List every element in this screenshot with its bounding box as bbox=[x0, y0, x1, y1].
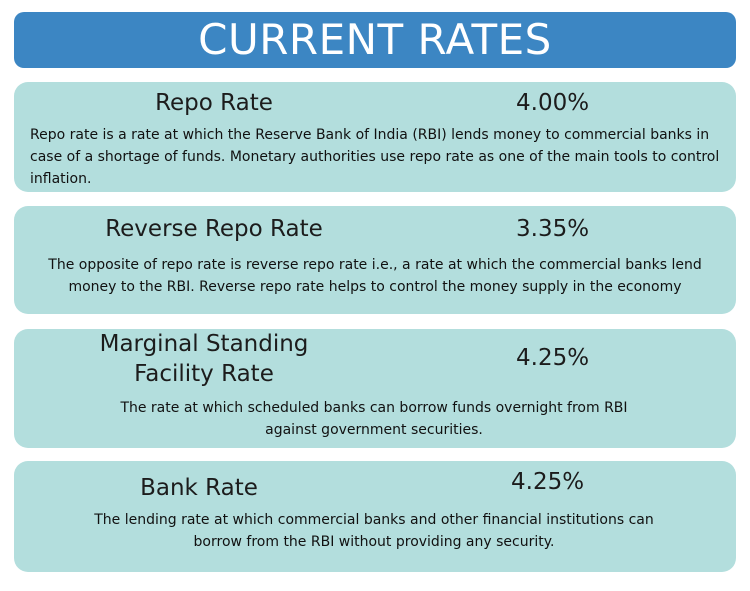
rate-card-value: 4.00% bbox=[516, 90, 590, 116]
rate-card-title: Marginal Standing Facility Rate bbox=[99, 331, 309, 387]
rate-card-description: The rate at which scheduled banks can bo… bbox=[120, 400, 628, 438]
rate-card-description: Repo rate is a rate at which the Reserve… bbox=[30, 127, 720, 187]
rate-card-description: The lending rate at which commercial ban… bbox=[94, 512, 654, 550]
rate-card-title: Repo Rate bbox=[155, 90, 273, 116]
rate-card-title: Reverse Repo Rate bbox=[105, 216, 323, 242]
rate-card-repo: Repo Rate 4.00% Repo rate is a rate at w… bbox=[14, 82, 736, 192]
rate-card-value: 4.25% bbox=[511, 469, 585, 495]
rate-card-reverse-repo: Reverse Repo Rate 3.35% The opposite of … bbox=[14, 206, 736, 314]
page-title: CURRENT RATES bbox=[198, 15, 552, 64]
rate-card-value: 3.35% bbox=[516, 216, 590, 242]
rate-card-bank-rate: Bank Rate 4.25% The lending rate at whic… bbox=[14, 461, 736, 572]
header-banner: CURRENT RATES bbox=[14, 12, 736, 68]
rate-card-value: 4.25% bbox=[516, 345, 590, 371]
rate-card-msf: Marginal Standing Facility Rate 4.25% Th… bbox=[14, 329, 736, 448]
rate-card-title: Bank Rate bbox=[140, 475, 258, 501]
rate-card-description: The opposite of repo rate is reverse rep… bbox=[48, 257, 702, 295]
